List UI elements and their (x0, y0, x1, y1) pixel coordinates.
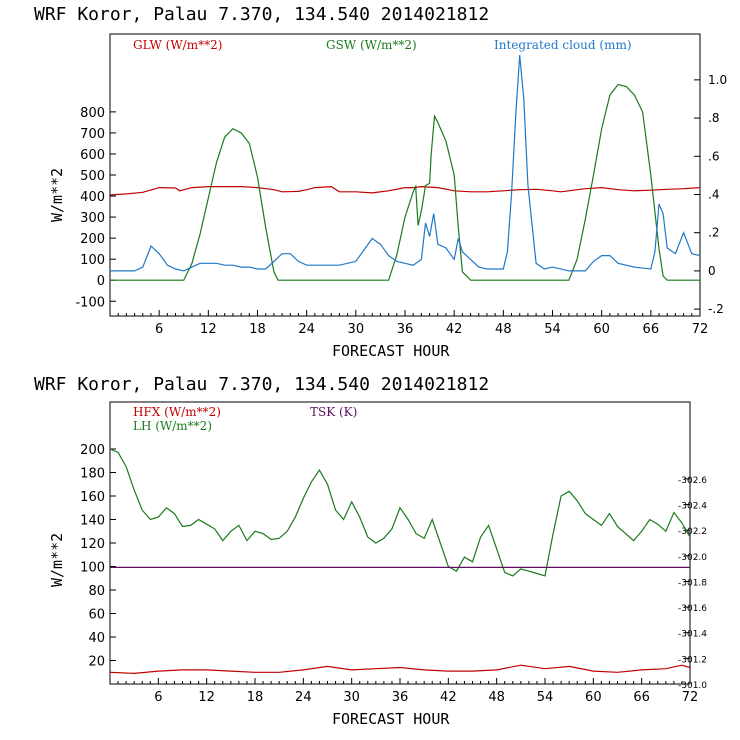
top-y2-ticks: -.2 0 .2 .4 .6 .8 1.0 (694, 73, 727, 316)
legend-integrated-cloud: Integrated cloud (mm) (494, 38, 632, 52)
bottom-series (109, 448, 691, 675)
y-tick-label: 100 (80, 253, 105, 268)
y-tick-label: 100 (80, 561, 105, 576)
top-x-ticks: 6 12 18 24 30 36 42 48 54 60 66 72 (117, 310, 709, 337)
top-panel: WRF Koror, Palau 7.370, 134.540 20140218… (34, 4, 727, 360)
y2-tick-label: -302.2 (678, 527, 707, 537)
bottom-plot-frame (109, 401, 691, 685)
x-tick-label: 18 (249, 322, 266, 337)
top-plot-frame (109, 33, 701, 317)
y-tick-label: 120 (80, 537, 105, 552)
bottom-x-axis-label: FORECAST HOUR (332, 710, 450, 728)
y-tick-label: 800 (80, 106, 105, 121)
y-tick-label: 80 (88, 584, 105, 599)
bottom-y-ticks: 20 40 60 80 100 120 140 160 180 200 (80, 443, 116, 670)
x-tick-label: 54 (537, 690, 554, 705)
bottom-panel: WRF Koror, Palau 7.370, 134.540 20140218… (34, 374, 707, 728)
y-tick-label: 40 (88, 631, 105, 646)
y2-tick-label: -302.0 (678, 553, 707, 563)
y-tick-label: 300 (80, 211, 105, 226)
y-tick-label: 60 (88, 608, 105, 623)
y-tick-label: 140 (80, 514, 105, 529)
top-x-axis-label: FORECAST HOUR (332, 342, 450, 360)
bottom-y-axis-label: W/m**2 (48, 533, 66, 587)
x-tick-label: 6 (155, 322, 163, 337)
top-chart-title: WRF Koror, Palau 7.370, 134.540 20140218… (34, 4, 489, 25)
y2-tick-label: .6 (708, 149, 719, 163)
x-tick-label: 42 (446, 322, 463, 337)
bottom-chart-title: WRF Koror, Palau 7.370, 134.540 20140218… (34, 374, 489, 395)
y2-tick-label: .8 (708, 111, 719, 125)
x-tick-label: 6 (154, 690, 162, 705)
x-tick-label: 48 (488, 690, 505, 705)
y2-tick-label: -301.6 (678, 604, 707, 614)
x-tick-label: 30 (348, 322, 365, 337)
y-tick-label: -100 (75, 295, 105, 310)
y2-tick-label: -301.2 (678, 655, 707, 665)
x-tick-label: 36 (392, 690, 409, 705)
legend-tsk: TSK (K) (310, 405, 357, 419)
legend-glw: GLW (W/m**2) (133, 38, 222, 52)
x-tick-label: 18 (247, 690, 264, 705)
y2-tick-label: -302.4 (678, 502, 707, 512)
x-tick-label: 12 (200, 322, 217, 337)
y-tick-label: 20 (88, 655, 105, 670)
bottom-y2-ticks: -301.0 -301.2 -301.4 -301.6 -301.8 -302.0 -302… (678, 476, 707, 691)
y-tick-label: 600 (80, 148, 105, 163)
series-line-integrated (110, 54, 701, 272)
x-tick-label: 24 (298, 322, 315, 337)
y-tick-label: 200 (80, 232, 105, 247)
y-tick-label: 200 (80, 443, 105, 458)
legend-hfx: HFX (W/m**2) (133, 405, 221, 419)
y-tick-label: 0 (97, 274, 105, 289)
x-tick-label: 24 (295, 690, 312, 705)
x-tick-label: 60 (585, 690, 602, 705)
x-tick-label: 42 (440, 690, 457, 705)
x-tick-label: 60 (593, 322, 610, 337)
y-tick-label: 400 (80, 190, 105, 205)
y2-tick-label: -.2 (708, 302, 724, 316)
series-line-glw (109, 185, 701, 196)
y2-tick-label: 0 (708, 264, 716, 278)
y2-tick-label: -301.8 (678, 578, 707, 588)
series-line-lh (109, 448, 691, 577)
y2-tick-label: 1.0 (708, 73, 727, 87)
legend-gsw: GSW (W/m**2) (326, 38, 417, 52)
top-y-ticks: -100 0 100 200 300 400 500 600 700 800 (75, 106, 116, 310)
top-series (109, 54, 701, 281)
x-tick-label: 66 (643, 322, 660, 337)
y-tick-label: 500 (80, 169, 105, 184)
y2-tick-label: -302.6 (678, 476, 707, 486)
bottom-x-ticks: 6 12 18 24 30 36 42 48 54 60 66 72 (117, 678, 699, 705)
x-tick-label: 48 (495, 322, 512, 337)
y2-tick-label: -301.0 (678, 681, 707, 691)
x-tick-label: 54 (544, 322, 561, 337)
y-tick-label: 700 (80, 127, 105, 142)
y-tick-label: 160 (80, 490, 105, 505)
y-tick-label: 180 (80, 467, 105, 482)
x-tick-label: 36 (397, 322, 414, 337)
top-y-axis-label: W/m**2 (48, 168, 66, 222)
y2-tick-label: .2 (708, 226, 719, 240)
x-tick-label: 66 (633, 690, 650, 705)
y2-tick-label: .4 (708, 187, 719, 201)
series-line-gsw (110, 83, 700, 281)
y2-tick-label: -301.4 (678, 630, 707, 640)
legend-lh: LH (W/m**2) (133, 419, 212, 433)
x-tick-label: 72 (682, 690, 699, 705)
x-tick-label: 72 (692, 322, 709, 337)
x-tick-label: 12 (198, 690, 215, 705)
x-tick-label: 30 (343, 690, 360, 705)
series-line-hfx (109, 664, 691, 675)
